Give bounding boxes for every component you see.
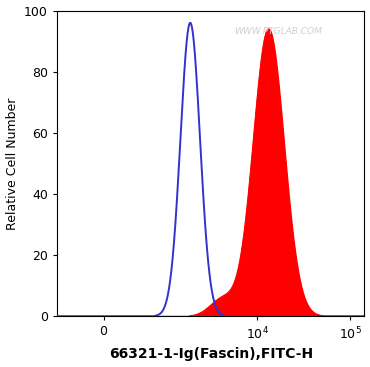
X-axis label: 66321-1-Ig(Fascin),FITC-H: 66321-1-Ig(Fascin),FITC-H bbox=[109, 348, 313, 361]
Y-axis label: Relative Cell Number: Relative Cell Number bbox=[6, 97, 18, 230]
Text: WWW.PTGLAB.COM: WWW.PTGLAB.COM bbox=[235, 28, 322, 36]
